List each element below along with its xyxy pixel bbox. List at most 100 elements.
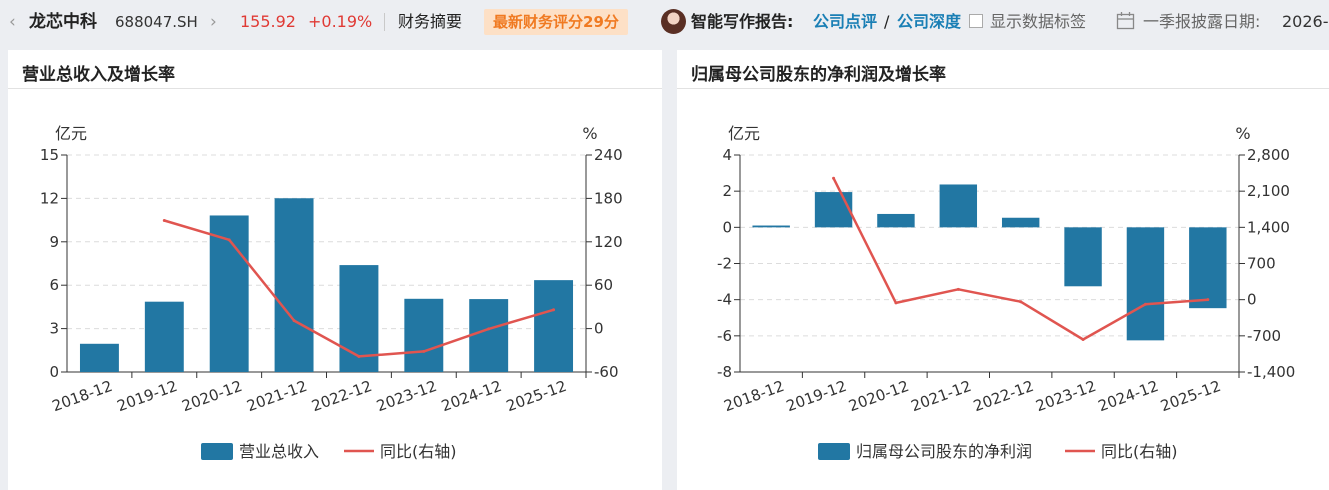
avatar	[661, 9, 686, 34]
growth-point	[422, 349, 426, 353]
y2-axis-unit: %	[1235, 124, 1250, 143]
y2-tick-label: 60	[594, 276, 613, 294]
x-tick-label: 2020-12	[846, 377, 911, 415]
y-axis-unit: 亿元	[728, 124, 760, 143]
legend-label-bar: 营业总收入	[239, 442, 319, 461]
y2-tick-label: -1,400	[1247, 363, 1295, 381]
y2-tick-label: 2,800	[1247, 146, 1290, 164]
growth-point	[894, 301, 898, 305]
y2-tick-label: 0	[594, 320, 604, 338]
stock-code: 688047.SH	[115, 13, 198, 31]
net-profit-chart-panel: 归属母公司股东的净利润及增长率 -8 -6 -4 -2 0 2 4 -1,400 -700 0 70…	[677, 50, 1329, 490]
bar	[534, 280, 574, 372]
show-labels-checkbox[interactable]	[969, 14, 983, 28]
bar	[814, 192, 853, 228]
x-tick-label: 2019-12	[115, 377, 180, 415]
link-separator: /	[884, 12, 890, 31]
x-tick-label: 2018-12	[721, 377, 786, 415]
bar	[1064, 227, 1102, 287]
disclosure-date: 2026-0	[1282, 12, 1329, 31]
bar	[1189, 227, 1227, 309]
x-tick-label: 2023-12	[374, 377, 439, 415]
y-tick-label: 2	[722, 182, 732, 200]
y2-tick-label: 700	[1247, 255, 1276, 273]
disclosure-label: 一季报披露日期:	[1143, 12, 1261, 31]
bar	[939, 184, 978, 228]
bar	[752, 225, 790, 228]
forward-arrow-icon[interactable]: ›	[210, 12, 217, 32]
stock-name: 龙芯中科	[29, 12, 97, 32]
growth-point	[1143, 302, 1147, 306]
legend-label-bar: 归属母公司股东的净利润	[856, 442, 1032, 461]
growth-point	[292, 319, 296, 323]
divider	[384, 13, 385, 31]
bar	[404, 298, 444, 372]
x-tick-label: 2025-12	[504, 377, 569, 415]
growth-point	[1081, 338, 1085, 342]
bar	[877, 213, 915, 228]
y-tick-label: 9	[49, 233, 59, 251]
y-tick-label: 0	[49, 363, 59, 381]
company-review-link[interactable]: 公司点评	[813, 12, 878, 31]
y-tick-label: 6	[49, 276, 59, 294]
writing-report-label: 智能写作报告:	[691, 12, 794, 31]
legend-swatch-bar	[818, 443, 850, 460]
bar	[469, 299, 509, 372]
bar	[79, 343, 119, 372]
x-tick-label: 2021-12	[909, 377, 974, 415]
y-axis-unit: 亿元	[55, 124, 87, 143]
calendar-icon[interactable]	[1116, 11, 1136, 31]
growth-point	[832, 176, 836, 180]
chart-title: 营业总收入及增长率	[22, 65, 175, 85]
legend-label-line: 同比(右轴)	[1101, 442, 1178, 461]
y2-tick-label: 180	[594, 189, 623, 207]
y-tick-label: 15	[40, 146, 59, 164]
y-tick-label: -8	[717, 363, 732, 381]
growth-point	[487, 327, 491, 331]
x-tick-label: 2022-12	[971, 377, 1036, 415]
growth-point	[1019, 300, 1023, 304]
x-tick-label: 2019-12	[784, 377, 849, 415]
x-tick-label: 2018-12	[50, 377, 115, 415]
y-tick-label: -2	[717, 255, 732, 273]
x-tick-label: 2024-12	[439, 377, 504, 415]
bar	[274, 198, 314, 372]
revenue-chart: 0 3 6 9 12 15 -60 0 60 120 180 240 亿元 % 2018-12 2019-12…	[40, 124, 623, 461]
y2-tick-label: 120	[594, 233, 623, 251]
legend-swatch-bar	[201, 443, 233, 460]
growth-point	[162, 218, 166, 222]
y2-tick-label: -700	[1247, 327, 1281, 345]
x-tick-label: 2021-12	[244, 377, 309, 415]
chart-title: 归属母公司股东的净利润及增长率	[691, 65, 946, 85]
stock-price: 155.92	[240, 12, 296, 31]
y2-axis-unit: %	[582, 124, 597, 143]
x-tick-label: 2025-12	[1158, 377, 1223, 415]
growth-point	[227, 238, 231, 242]
financial-score-badge[interactable]: 最新财务评分29分	[484, 9, 628, 35]
y2-tick-label: 240	[594, 146, 623, 164]
y-tick-label: 3	[49, 320, 59, 338]
x-tick-label: 2023-12	[1033, 377, 1098, 415]
finance-summary-link[interactable]: 财务摘要	[398, 12, 463, 31]
x-tick-label: 2024-12	[1096, 377, 1161, 415]
price-change: +0.19%	[308, 12, 373, 31]
growth-point	[552, 308, 556, 312]
top-bar: ‹ 龙芯中科 688047.SH › 155.92 +0.19% 财务摘要 最新…	[0, 0, 1329, 44]
back-arrow-icon[interactable]: ‹	[9, 12, 16, 32]
show-labels-text[interactable]: 显示数据标签	[990, 12, 1087, 31]
title-divider	[677, 88, 1329, 89]
y2-tick-label: 0	[1247, 291, 1257, 309]
y-tick-label: 12	[40, 189, 59, 207]
bar	[1001, 217, 1040, 228]
net-profit-chart: -8 -6 -4 -2 0 2 4 -1,400 -700 0 700 1,400 2,100 2,800…	[717, 124, 1295, 461]
bar	[1126, 227, 1165, 341]
y2-tick-label: 1,400	[1247, 218, 1290, 236]
growth-point	[357, 354, 361, 358]
y2-tick-label: 2,100	[1247, 182, 1290, 200]
legend-label-line: 同比(右轴)	[380, 442, 457, 461]
title-divider	[8, 88, 662, 89]
growth-point	[1206, 298, 1210, 302]
company-depth-link[interactable]: 公司深度	[897, 12, 962, 31]
y-tick-label: -4	[717, 291, 732, 309]
y-tick-label: -6	[717, 327, 732, 345]
